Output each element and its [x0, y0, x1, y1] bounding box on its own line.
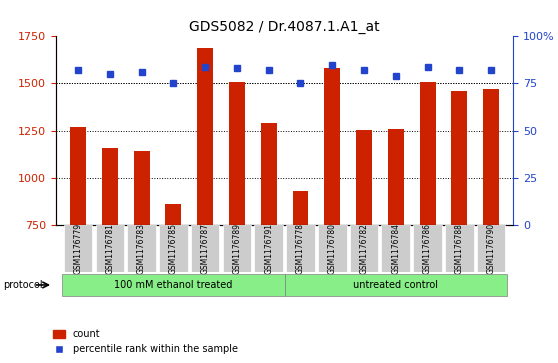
- Bar: [102, 148, 118, 363]
- Bar: [197, 48, 213, 363]
- Bar: [388, 129, 404, 363]
- Text: GSM1176778: GSM1176778: [296, 223, 305, 274]
- Title: GDS5082 / Dr.4087.1.A1_at: GDS5082 / Dr.4087.1.A1_at: [189, 20, 380, 34]
- Bar: [70, 127, 86, 363]
- Text: GSM1176786: GSM1176786: [423, 223, 432, 274]
- Text: GSM1176785: GSM1176785: [169, 223, 178, 274]
- FancyBboxPatch shape: [350, 225, 378, 272]
- Text: GSM1176781: GSM1176781: [105, 223, 114, 274]
- FancyBboxPatch shape: [413, 225, 442, 272]
- Text: protocol: protocol: [3, 280, 42, 290]
- FancyBboxPatch shape: [285, 274, 507, 296]
- FancyBboxPatch shape: [477, 225, 506, 272]
- FancyBboxPatch shape: [382, 225, 410, 272]
- FancyBboxPatch shape: [223, 225, 251, 272]
- Bar: [134, 151, 150, 363]
- FancyBboxPatch shape: [191, 225, 219, 272]
- Text: GSM1176790: GSM1176790: [487, 223, 496, 274]
- Bar: [420, 82, 435, 363]
- Text: GSM1176787: GSM1176787: [201, 223, 210, 274]
- FancyBboxPatch shape: [127, 225, 156, 272]
- FancyBboxPatch shape: [64, 225, 92, 272]
- Bar: [292, 191, 309, 363]
- FancyBboxPatch shape: [445, 225, 474, 272]
- Text: GSM1176783: GSM1176783: [137, 223, 146, 274]
- Text: GSM1176789: GSM1176789: [233, 223, 242, 274]
- Bar: [261, 123, 277, 363]
- Text: GSM1176788: GSM1176788: [455, 223, 464, 274]
- Text: GSM1176779: GSM1176779: [74, 223, 83, 274]
- FancyBboxPatch shape: [62, 274, 285, 296]
- FancyBboxPatch shape: [318, 225, 347, 272]
- FancyBboxPatch shape: [286, 225, 315, 272]
- Bar: [451, 91, 467, 363]
- FancyBboxPatch shape: [159, 225, 187, 272]
- Bar: [483, 89, 499, 363]
- Text: GSM1176784: GSM1176784: [391, 223, 400, 274]
- Text: GSM1176791: GSM1176791: [264, 223, 273, 274]
- FancyBboxPatch shape: [254, 225, 283, 272]
- Text: GSM1176780: GSM1176780: [328, 223, 336, 274]
- Bar: [356, 130, 372, 363]
- Bar: [324, 68, 340, 363]
- Text: untreated control: untreated control: [353, 280, 438, 290]
- Legend: count, percentile rank within the sample: count, percentile rank within the sample: [50, 326, 242, 358]
- Text: GSM1176782: GSM1176782: [359, 223, 368, 274]
- FancyBboxPatch shape: [95, 225, 124, 272]
- Text: 100 mM ethanol treated: 100 mM ethanol treated: [114, 280, 233, 290]
- Bar: [229, 82, 245, 363]
- Bar: [165, 204, 181, 363]
